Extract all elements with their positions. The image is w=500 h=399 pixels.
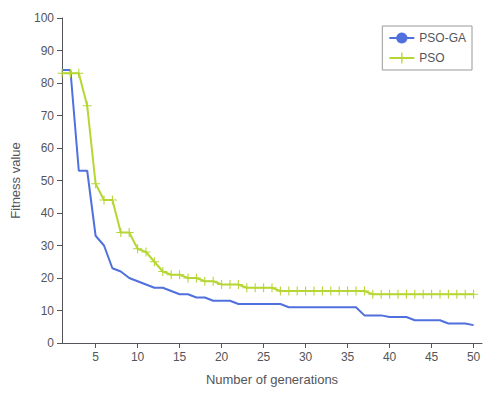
svg-text:45: 45 (425, 350, 439, 364)
svg-text:90: 90 (41, 44, 55, 58)
svg-text:80: 80 (41, 76, 55, 90)
svg-text:40: 40 (41, 206, 55, 220)
svg-text:25: 25 (257, 350, 271, 364)
svg-text:60: 60 (41, 141, 55, 155)
svg-text:40: 40 (383, 350, 397, 364)
svg-text:20: 20 (41, 271, 55, 285)
svg-text:10: 10 (131, 350, 145, 364)
svg-text:50: 50 (41, 174, 55, 188)
svg-text:0: 0 (47, 336, 54, 350)
svg-text:100: 100 (34, 11, 54, 25)
svg-text:5: 5 (92, 350, 99, 364)
svg-text:Number of generations: Number of generations (206, 372, 339, 387)
svg-text:PSO-GA: PSO-GA (419, 31, 466, 45)
svg-text:35: 35 (341, 350, 355, 364)
svg-text:10: 10 (41, 304, 55, 318)
svg-text:30: 30 (299, 350, 313, 364)
svg-text:PSO: PSO (419, 51, 444, 65)
svg-text:70: 70 (41, 109, 55, 123)
svg-text:Fitness value: Fitness value (8, 142, 23, 219)
svg-text:50: 50 (467, 350, 481, 364)
svg-text:15: 15 (173, 350, 187, 364)
svg-text:30: 30 (41, 239, 55, 253)
svg-text:20: 20 (215, 350, 229, 364)
